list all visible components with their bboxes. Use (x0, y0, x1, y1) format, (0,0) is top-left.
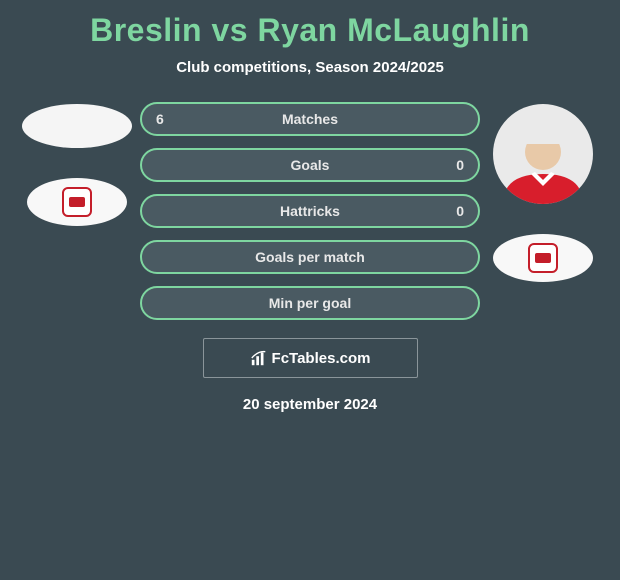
brand-badge: FcTables.com (203, 338, 418, 378)
bar-chart-icon (250, 349, 268, 367)
stat-label: Hattricks (280, 203, 340, 219)
subtitle: Club competitions, Season 2024/2025 (0, 59, 620, 76)
stat-value-right: 0 (456, 203, 464, 219)
person-icon (493, 144, 593, 204)
date-label: 20 september 2024 (0, 396, 620, 413)
player-right-column (488, 102, 598, 282)
player-avatar-right (493, 104, 593, 204)
stat-label: Matches (282, 111, 338, 127)
stat-row-goals-per-match: Goals per match (140, 240, 480, 274)
comparison-card: Breslin vs Ryan McLaughlin Club competit… (0, 0, 620, 413)
stat-row-goals: Goals 0 (140, 148, 480, 182)
stats-column: 6 Matches Goals 0 Hattricks 0 Goals per … (140, 102, 480, 320)
stat-value-right: 0 (456, 157, 464, 173)
stat-row-min-per-goal: Min per goal (140, 286, 480, 320)
content-row: 6 Matches Goals 0 Hattricks 0 Goals per … (0, 102, 620, 320)
brand-label: FcTables.com (272, 350, 371, 367)
stat-label: Goals (291, 157, 330, 173)
stat-row-matches: 6 Matches (140, 102, 480, 136)
club-badge-right (493, 234, 593, 282)
shield-icon (528, 243, 558, 273)
page-title: Breslin vs Ryan McLaughlin (0, 12, 620, 49)
player-avatar-left (22, 104, 132, 148)
stat-row-hattricks: Hattricks 0 (140, 194, 480, 228)
stat-label: Min per goal (269, 295, 351, 311)
club-badge-left (27, 178, 127, 226)
shield-icon (62, 187, 92, 217)
stat-value-left: 6 (156, 111, 164, 127)
player-left-column (22, 102, 132, 226)
stat-label: Goals per match (255, 249, 365, 265)
